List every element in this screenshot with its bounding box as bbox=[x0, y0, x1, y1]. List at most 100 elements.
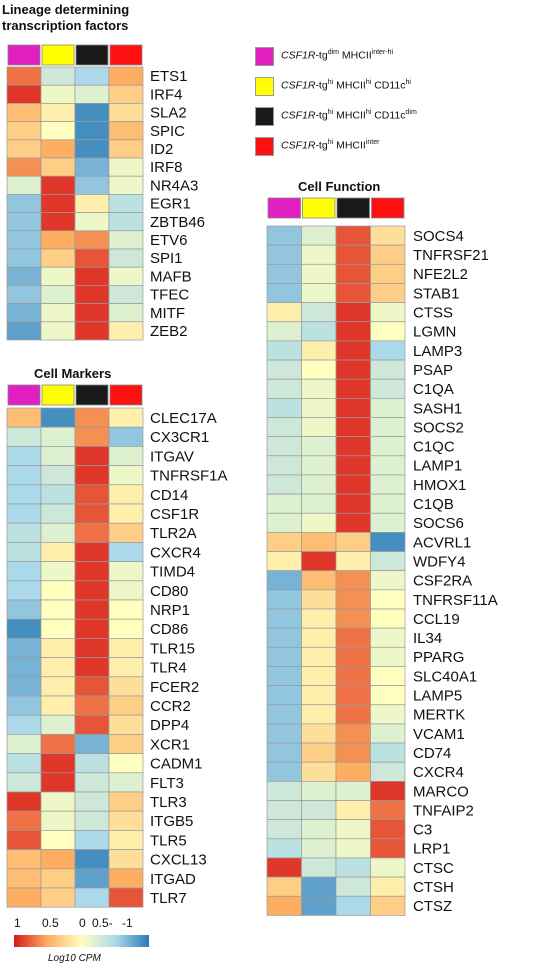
heatmap-cell bbox=[108, 580, 144, 601]
heatmap-cell bbox=[74, 714, 110, 735]
heatmap-cell bbox=[74, 657, 110, 678]
heatmap-cell bbox=[74, 303, 110, 323]
heatmap-cell bbox=[301, 283, 337, 303]
heatmap-cell bbox=[40, 676, 76, 697]
gene-label: TNFRSF21 bbox=[413, 247, 489, 264]
heatmap-cell bbox=[74, 266, 110, 286]
heatmap-cell bbox=[74, 676, 110, 697]
gene-label: CXCR4 bbox=[413, 764, 464, 781]
heatmap-cell bbox=[40, 503, 76, 524]
heatmap-cell bbox=[74, 618, 110, 639]
heatmap-cell bbox=[108, 522, 144, 543]
heatmap-cell bbox=[74, 868, 110, 889]
heatmap-cell bbox=[108, 194, 144, 213]
heatmap-cell bbox=[108, 248, 144, 268]
gene-label: CD14 bbox=[150, 487, 188, 504]
heatmap-cell bbox=[335, 512, 371, 533]
heatmap-cell bbox=[6, 580, 42, 601]
gene-label: TNFAIP2 bbox=[413, 802, 474, 819]
heatmap-cell bbox=[266, 474, 302, 495]
heatmap-cell bbox=[40, 139, 76, 159]
heatmap-cell bbox=[266, 685, 302, 706]
lineage-title: Lineage determining transcription factor… bbox=[2, 2, 130, 33]
heatmap-cell bbox=[266, 359, 302, 380]
gene-label: NRP1 bbox=[150, 602, 190, 619]
heatmap-cell bbox=[370, 340, 406, 361]
heatmap-cell bbox=[266, 646, 302, 667]
heatmap-cell bbox=[266, 704, 302, 725]
heatmap-cell bbox=[108, 230, 144, 250]
heatmap-cell bbox=[266, 244, 302, 265]
heatmap-cell bbox=[370, 608, 406, 629]
gene-label: XCR1 bbox=[150, 736, 190, 753]
heatmap-cell bbox=[335, 436, 371, 457]
heatmap-cell bbox=[370, 704, 406, 725]
gene-label: SASH1 bbox=[413, 400, 462, 417]
heatmap-cell bbox=[6, 657, 42, 678]
legend-label: CSF1R-tgdim MHCIIinter-hi bbox=[281, 49, 394, 62]
heatmap-cell bbox=[40, 303, 76, 323]
heatmap-cell bbox=[266, 857, 302, 878]
heatmap-cell bbox=[266, 340, 302, 361]
heatmap-cell bbox=[370, 493, 406, 514]
heatmap-cell bbox=[108, 285, 144, 304]
heatmap-cell bbox=[40, 484, 76, 505]
heatmap-cell bbox=[266, 455, 302, 476]
function-title: Cell Function bbox=[298, 179, 381, 194]
heatmap-cell bbox=[108, 407, 144, 428]
gene-label: MAFB bbox=[150, 268, 192, 285]
heatmap-cell bbox=[370, 378, 406, 399]
heatmap-cell bbox=[301, 627, 337, 648]
heatmap-cell bbox=[301, 608, 337, 629]
heatmap-cell bbox=[6, 810, 42, 831]
heatmap-cell bbox=[74, 84, 110, 104]
heatmap-cell bbox=[301, 532, 337, 552]
gene-label: IRF4 bbox=[150, 86, 183, 103]
heatmap-cell bbox=[108, 426, 144, 447]
heatmap-cell bbox=[301, 378, 337, 399]
heatmap-cell bbox=[74, 810, 110, 831]
column-color-2 bbox=[336, 197, 370, 219]
heatmap-cell bbox=[301, 302, 337, 323]
heatmap-cell bbox=[74, 503, 110, 524]
scale-tick-0: 0 bbox=[79, 916, 86, 930]
heatmap-cell bbox=[370, 417, 406, 437]
gene-label: CXCL13 bbox=[150, 852, 207, 869]
heatmap-cell bbox=[335, 800, 371, 820]
heatmap-cell bbox=[74, 212, 110, 232]
heatmap-cell bbox=[40, 753, 76, 774]
heatmap-cell bbox=[6, 887, 42, 908]
heatmap-cell bbox=[6, 212, 42, 232]
gene-label: SPIC bbox=[150, 123, 185, 140]
heatmap-cell bbox=[335, 417, 371, 437]
heatmap-cell bbox=[335, 359, 371, 380]
heatmap-cell bbox=[74, 465, 110, 486]
gene-label: TFEC bbox=[150, 287, 189, 304]
heatmap-cell bbox=[335, 532, 371, 552]
heatmap-cell bbox=[370, 283, 406, 303]
heatmap-cell bbox=[335, 302, 371, 323]
heatmap-cell bbox=[266, 895, 302, 916]
heatmap-cell bbox=[74, 695, 110, 716]
heatmap-cell bbox=[40, 446, 76, 466]
legend-label: CSF1R-tghi MHCIIinter bbox=[281, 139, 380, 152]
heatmap-cell bbox=[108, 66, 144, 86]
gene-label: DPP4 bbox=[150, 717, 189, 734]
heatmap-cell bbox=[108, 303, 144, 323]
heatmap-cell bbox=[301, 551, 337, 572]
heatmap-cell bbox=[301, 398, 337, 418]
heatmap-cell bbox=[40, 599, 76, 620]
gene-label: C1QB bbox=[413, 496, 454, 513]
heatmap-cell bbox=[108, 121, 144, 141]
heatmap-cell bbox=[6, 868, 42, 889]
heatmap-cell bbox=[335, 723, 371, 744]
column-color-0 bbox=[7, 384, 41, 406]
gene-label: ETV6 bbox=[150, 232, 188, 249]
gene-label: ZEB2 bbox=[150, 323, 188, 340]
heatmap-cell bbox=[301, 819, 337, 840]
gene-label: ITGB5 bbox=[150, 813, 193, 830]
gene-label: VCAM1 bbox=[413, 726, 465, 743]
heatmap-cell bbox=[74, 230, 110, 250]
heatmap-cell bbox=[266, 398, 302, 418]
heatmap-cell bbox=[266, 532, 302, 552]
